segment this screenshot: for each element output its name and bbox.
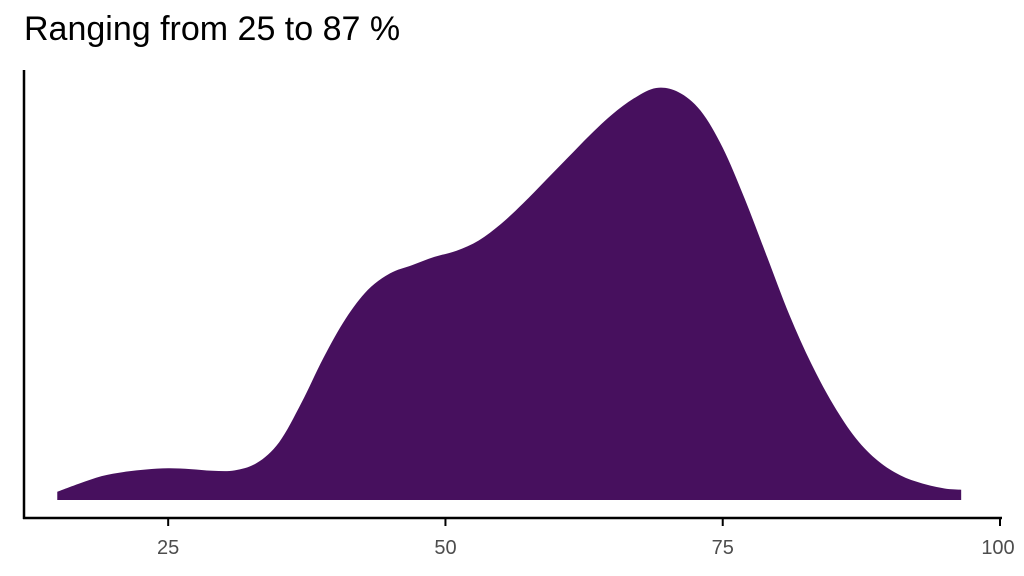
x-tick-label: 75 xyxy=(712,537,734,559)
x-ticks: 25 50 75 100 xyxy=(157,518,1015,559)
density-area xyxy=(57,87,962,500)
x-tick-label: 100 xyxy=(981,537,1014,559)
x-tick-label: 25 xyxy=(157,537,179,559)
x-tick-label: 50 xyxy=(434,537,456,559)
chart-title: Ranging from 25 to 87 % xyxy=(24,10,401,48)
